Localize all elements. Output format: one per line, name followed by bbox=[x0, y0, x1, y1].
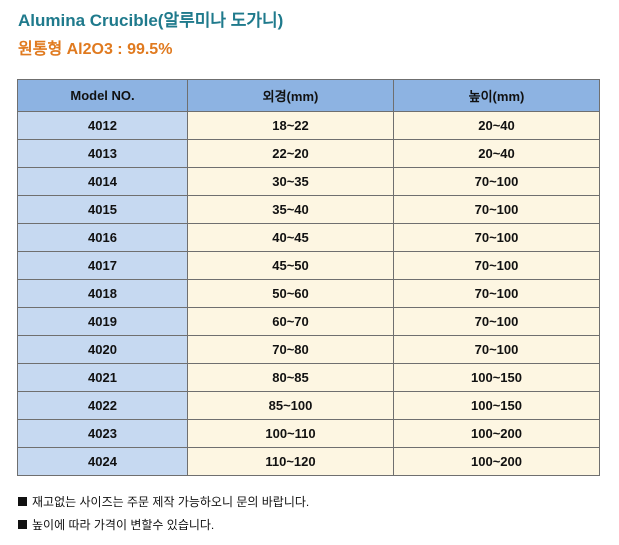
model-cell: 4022 bbox=[17, 391, 188, 420]
height-cell: 70~100 bbox=[393, 335, 600, 364]
table-row: 4017 45~50 70~100 bbox=[17, 251, 600, 280]
table-header-row: Model NO. 외경(mm) 높이(mm) bbox=[17, 79, 600, 112]
table-row: 4015 35~40 70~100 bbox=[17, 195, 600, 224]
model-cell: 4012 bbox=[17, 111, 188, 140]
table-row: 4013 22~20 20~40 bbox=[17, 139, 600, 168]
outer-diameter-cell: 50~60 bbox=[187, 279, 394, 308]
outer-diameter-cell: 110~120 bbox=[187, 447, 394, 476]
note-custom-order: 재고없는 사이즈는 주문 제작 가능하오니 문의 바랍니다. bbox=[18, 493, 309, 510]
outer-diameter-cell: 18~22 bbox=[187, 111, 394, 140]
square-bullet-icon bbox=[18, 497, 27, 506]
model-cell: 4017 bbox=[17, 251, 188, 280]
model-cell: 4019 bbox=[17, 307, 188, 336]
column-header-outer-diameter: 외경(mm) bbox=[187, 79, 394, 112]
table-row: 4016 40~45 70~100 bbox=[17, 223, 600, 252]
model-cell: 4023 bbox=[17, 419, 188, 448]
outer-diameter-cell: 35~40 bbox=[187, 195, 394, 224]
height-cell: 70~100 bbox=[393, 307, 600, 336]
height-cell: 70~100 bbox=[393, 223, 600, 252]
model-cell: 4013 bbox=[17, 139, 188, 168]
model-cell: 4018 bbox=[17, 279, 188, 308]
height-cell: 70~100 bbox=[393, 279, 600, 308]
height-cell: 70~100 bbox=[393, 251, 600, 280]
outer-diameter-cell: 22~20 bbox=[187, 139, 394, 168]
outer-diameter-cell: 60~70 bbox=[187, 307, 394, 336]
table-row: 4024 110~120 100~200 bbox=[17, 447, 600, 476]
table-row: 4014 30~35 70~100 bbox=[17, 167, 600, 196]
height-cell: 100~150 bbox=[393, 391, 600, 420]
outer-diameter-cell: 30~35 bbox=[187, 167, 394, 196]
spec-table: Model NO. 외경(mm) 높이(mm) 4012 18~22 20~40 4… bbox=[17, 79, 600, 476]
model-cell: 4024 bbox=[17, 447, 188, 476]
model-cell: 4020 bbox=[17, 335, 188, 364]
height-cell: 20~40 bbox=[393, 139, 600, 168]
table-row: 4012 18~22 20~40 bbox=[17, 111, 600, 140]
note-price-varies-text: 높이에 따라 가격이 변할수 있습니다. bbox=[32, 518, 215, 532]
model-cell: 4014 bbox=[17, 167, 188, 196]
model-cell: 4021 bbox=[17, 363, 188, 392]
height-cell: 70~100 bbox=[393, 195, 600, 224]
table-row: 4022 85~100 100~150 bbox=[17, 391, 600, 420]
page-subtitle: 원통형 Al2O3 : 99.5% bbox=[18, 41, 173, 58]
outer-diameter-cell: 80~85 bbox=[187, 363, 394, 392]
table-row: 4023 100~110 100~200 bbox=[17, 419, 600, 448]
table-row: 4019 60~70 70~100 bbox=[17, 307, 600, 336]
column-header-model: Model NO. bbox=[17, 79, 188, 112]
model-cell: 4015 bbox=[17, 195, 188, 224]
table-row: 4020 70~80 70~100 bbox=[17, 335, 600, 364]
outer-diameter-cell: 100~110 bbox=[187, 419, 394, 448]
height-cell: 20~40 bbox=[393, 111, 600, 140]
outer-diameter-cell: 85~100 bbox=[187, 391, 394, 420]
model-cell: 4016 bbox=[17, 223, 188, 252]
note-custom-order-text: 재고없는 사이즈는 주문 제작 가능하오니 문의 바랍니다. bbox=[32, 495, 310, 509]
note-price-varies: 높이에 따라 가격이 변할수 있습니다. bbox=[18, 516, 214, 533]
outer-diameter-cell: 70~80 bbox=[187, 335, 394, 364]
height-cell: 100~200 bbox=[393, 447, 600, 476]
height-cell: 100~150 bbox=[393, 363, 600, 392]
height-cell: 100~200 bbox=[393, 419, 600, 448]
table-row: 4021 80~85 100~150 bbox=[17, 363, 600, 392]
outer-diameter-cell: 45~50 bbox=[187, 251, 394, 280]
square-bullet-icon bbox=[18, 520, 27, 529]
table-row: 4018 50~60 70~100 bbox=[17, 279, 600, 308]
outer-diameter-cell: 40~45 bbox=[187, 223, 394, 252]
page-title: Alumina Crucible(알루미나 도가니) bbox=[18, 11, 284, 30]
column-header-height: 높이(mm) bbox=[393, 79, 600, 112]
height-cell: 70~100 bbox=[393, 167, 600, 196]
